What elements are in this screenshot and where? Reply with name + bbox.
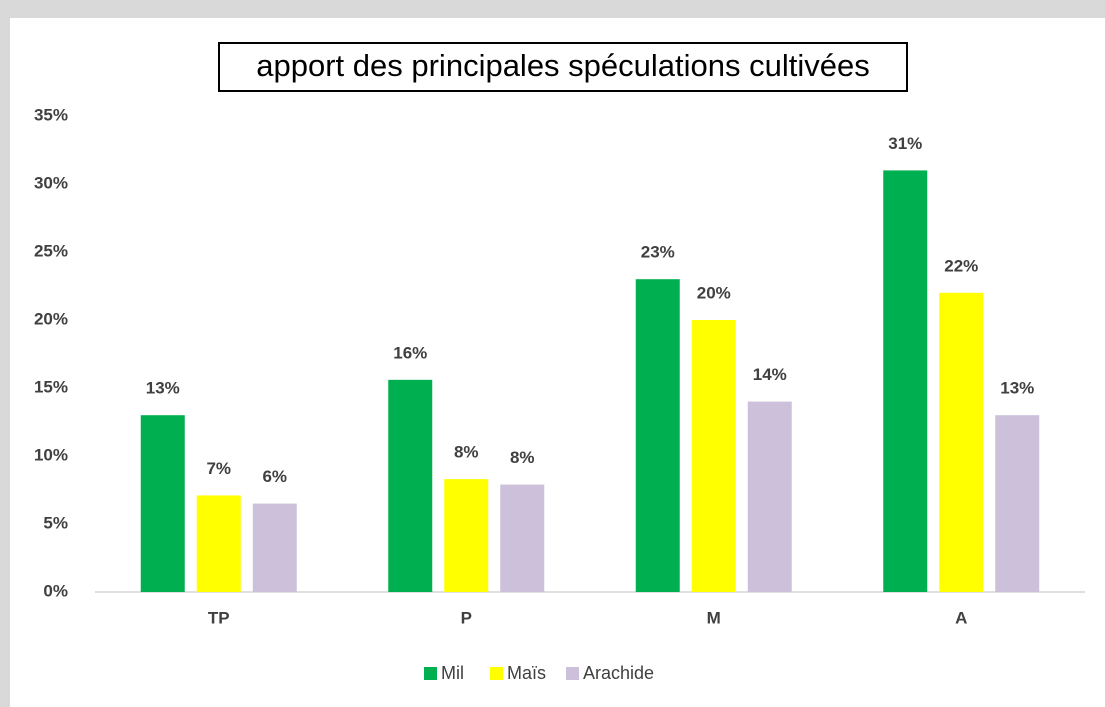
x-tick-label: P xyxy=(461,608,472,627)
bar xyxy=(883,170,928,592)
x-tick-label: A xyxy=(955,608,967,627)
value-label: 13% xyxy=(1000,379,1034,398)
x-tick-label: TP xyxy=(208,608,230,627)
value-label: 20% xyxy=(697,283,731,302)
value-label: 31% xyxy=(888,134,922,153)
value-label: 7% xyxy=(206,459,231,478)
y-tick-label: 20% xyxy=(34,309,68,328)
bar xyxy=(691,320,736,592)
y-tick-label: 35% xyxy=(34,105,68,124)
legend-swatch xyxy=(424,667,437,680)
legend-swatch xyxy=(566,667,579,680)
value-label: 22% xyxy=(944,256,978,275)
y-tick-label: 0% xyxy=(43,581,68,600)
y-tick-label: 10% xyxy=(34,445,68,464)
bar xyxy=(500,484,545,592)
value-label: 8% xyxy=(510,448,535,467)
value-label: 23% xyxy=(641,243,675,262)
bar xyxy=(140,415,185,592)
bar xyxy=(939,292,984,592)
bar xyxy=(388,379,433,592)
legend-label: Arachide xyxy=(583,663,654,683)
bar xyxy=(252,503,297,592)
bar xyxy=(635,279,680,592)
value-label: 6% xyxy=(262,467,287,486)
chart-title: apport des principales spéculations cult… xyxy=(256,48,869,83)
x-tick-label: M xyxy=(707,608,721,627)
value-label: 13% xyxy=(146,379,180,398)
legend-label: Maïs xyxy=(507,663,546,683)
value-label: 8% xyxy=(454,443,479,462)
legend-swatch xyxy=(490,667,503,680)
y-tick-label: 25% xyxy=(34,241,68,260)
legend-label: Mil xyxy=(441,663,464,683)
bar xyxy=(995,415,1040,592)
bar xyxy=(196,495,241,592)
value-label: 16% xyxy=(393,343,427,362)
bar xyxy=(747,401,792,592)
title-box xyxy=(218,42,908,92)
bar xyxy=(444,479,489,592)
y-tick-label: 15% xyxy=(34,377,68,396)
y-tick-label: 30% xyxy=(34,173,68,192)
value-label: 14% xyxy=(753,365,787,384)
y-tick-label: 5% xyxy=(43,513,68,532)
